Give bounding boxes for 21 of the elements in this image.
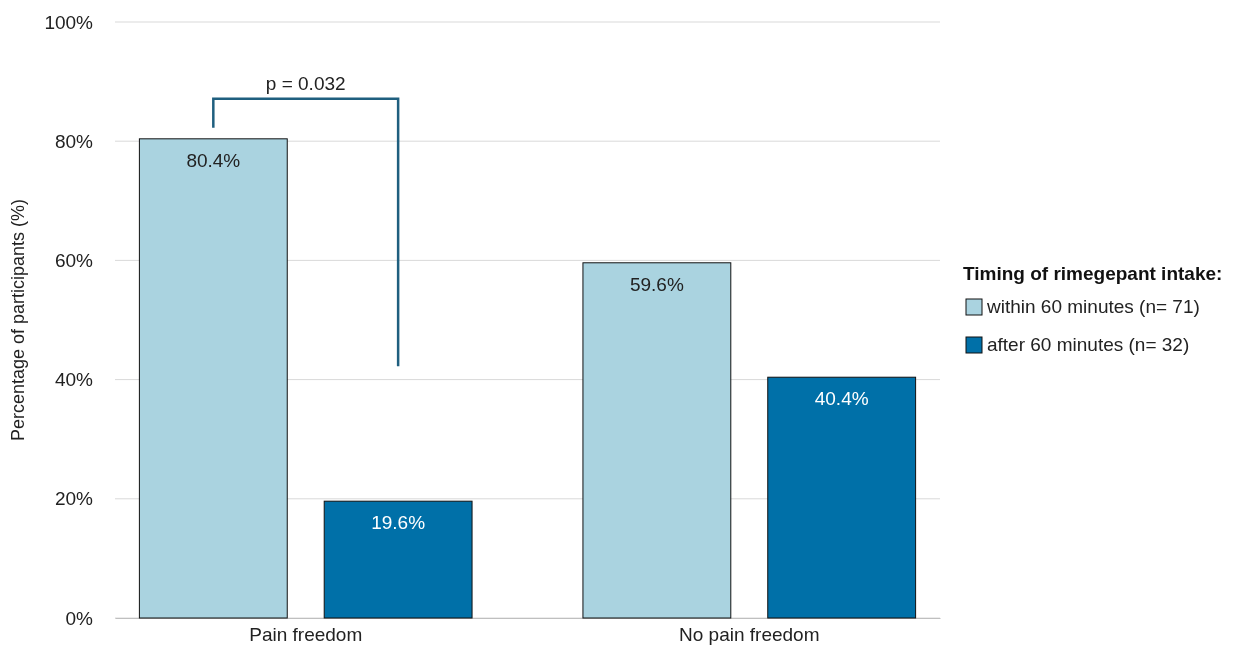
y-tick-label: 0% [65, 607, 94, 629]
y-tick-label: 100% [44, 11, 94, 33]
legend-title: Timing of rimegepant intake: [963, 263, 1223, 284]
bar [323, 500, 473, 619]
legend-label: within 60 minutes (n= 71) [986, 296, 1200, 317]
x-tick-label: Pain freedom [249, 624, 363, 646]
bar [582, 262, 732, 619]
y-tick-label: 60% [54, 249, 94, 271]
annotation: p = 0.032 [265, 72, 346, 94]
y-axis-title: Percentage of participants (%) [8, 198, 28, 442]
data-label: 59.6% [629, 273, 684, 295]
legend-label: after 60 minutes (n= 32) [987, 334, 1190, 355]
data-label: 80.4% [186, 149, 241, 171]
x-tick-label: No pain freedom [679, 624, 820, 646]
y-tick-label: 20% [54, 488, 94, 510]
y-tick-label: 40% [54, 369, 94, 391]
data-label: 40.4% [814, 388, 869, 410]
bar [767, 376, 917, 619]
y-tick-label: 80% [54, 130, 94, 152]
data-label: 19.6% [371, 512, 426, 534]
bar [138, 138, 288, 619]
